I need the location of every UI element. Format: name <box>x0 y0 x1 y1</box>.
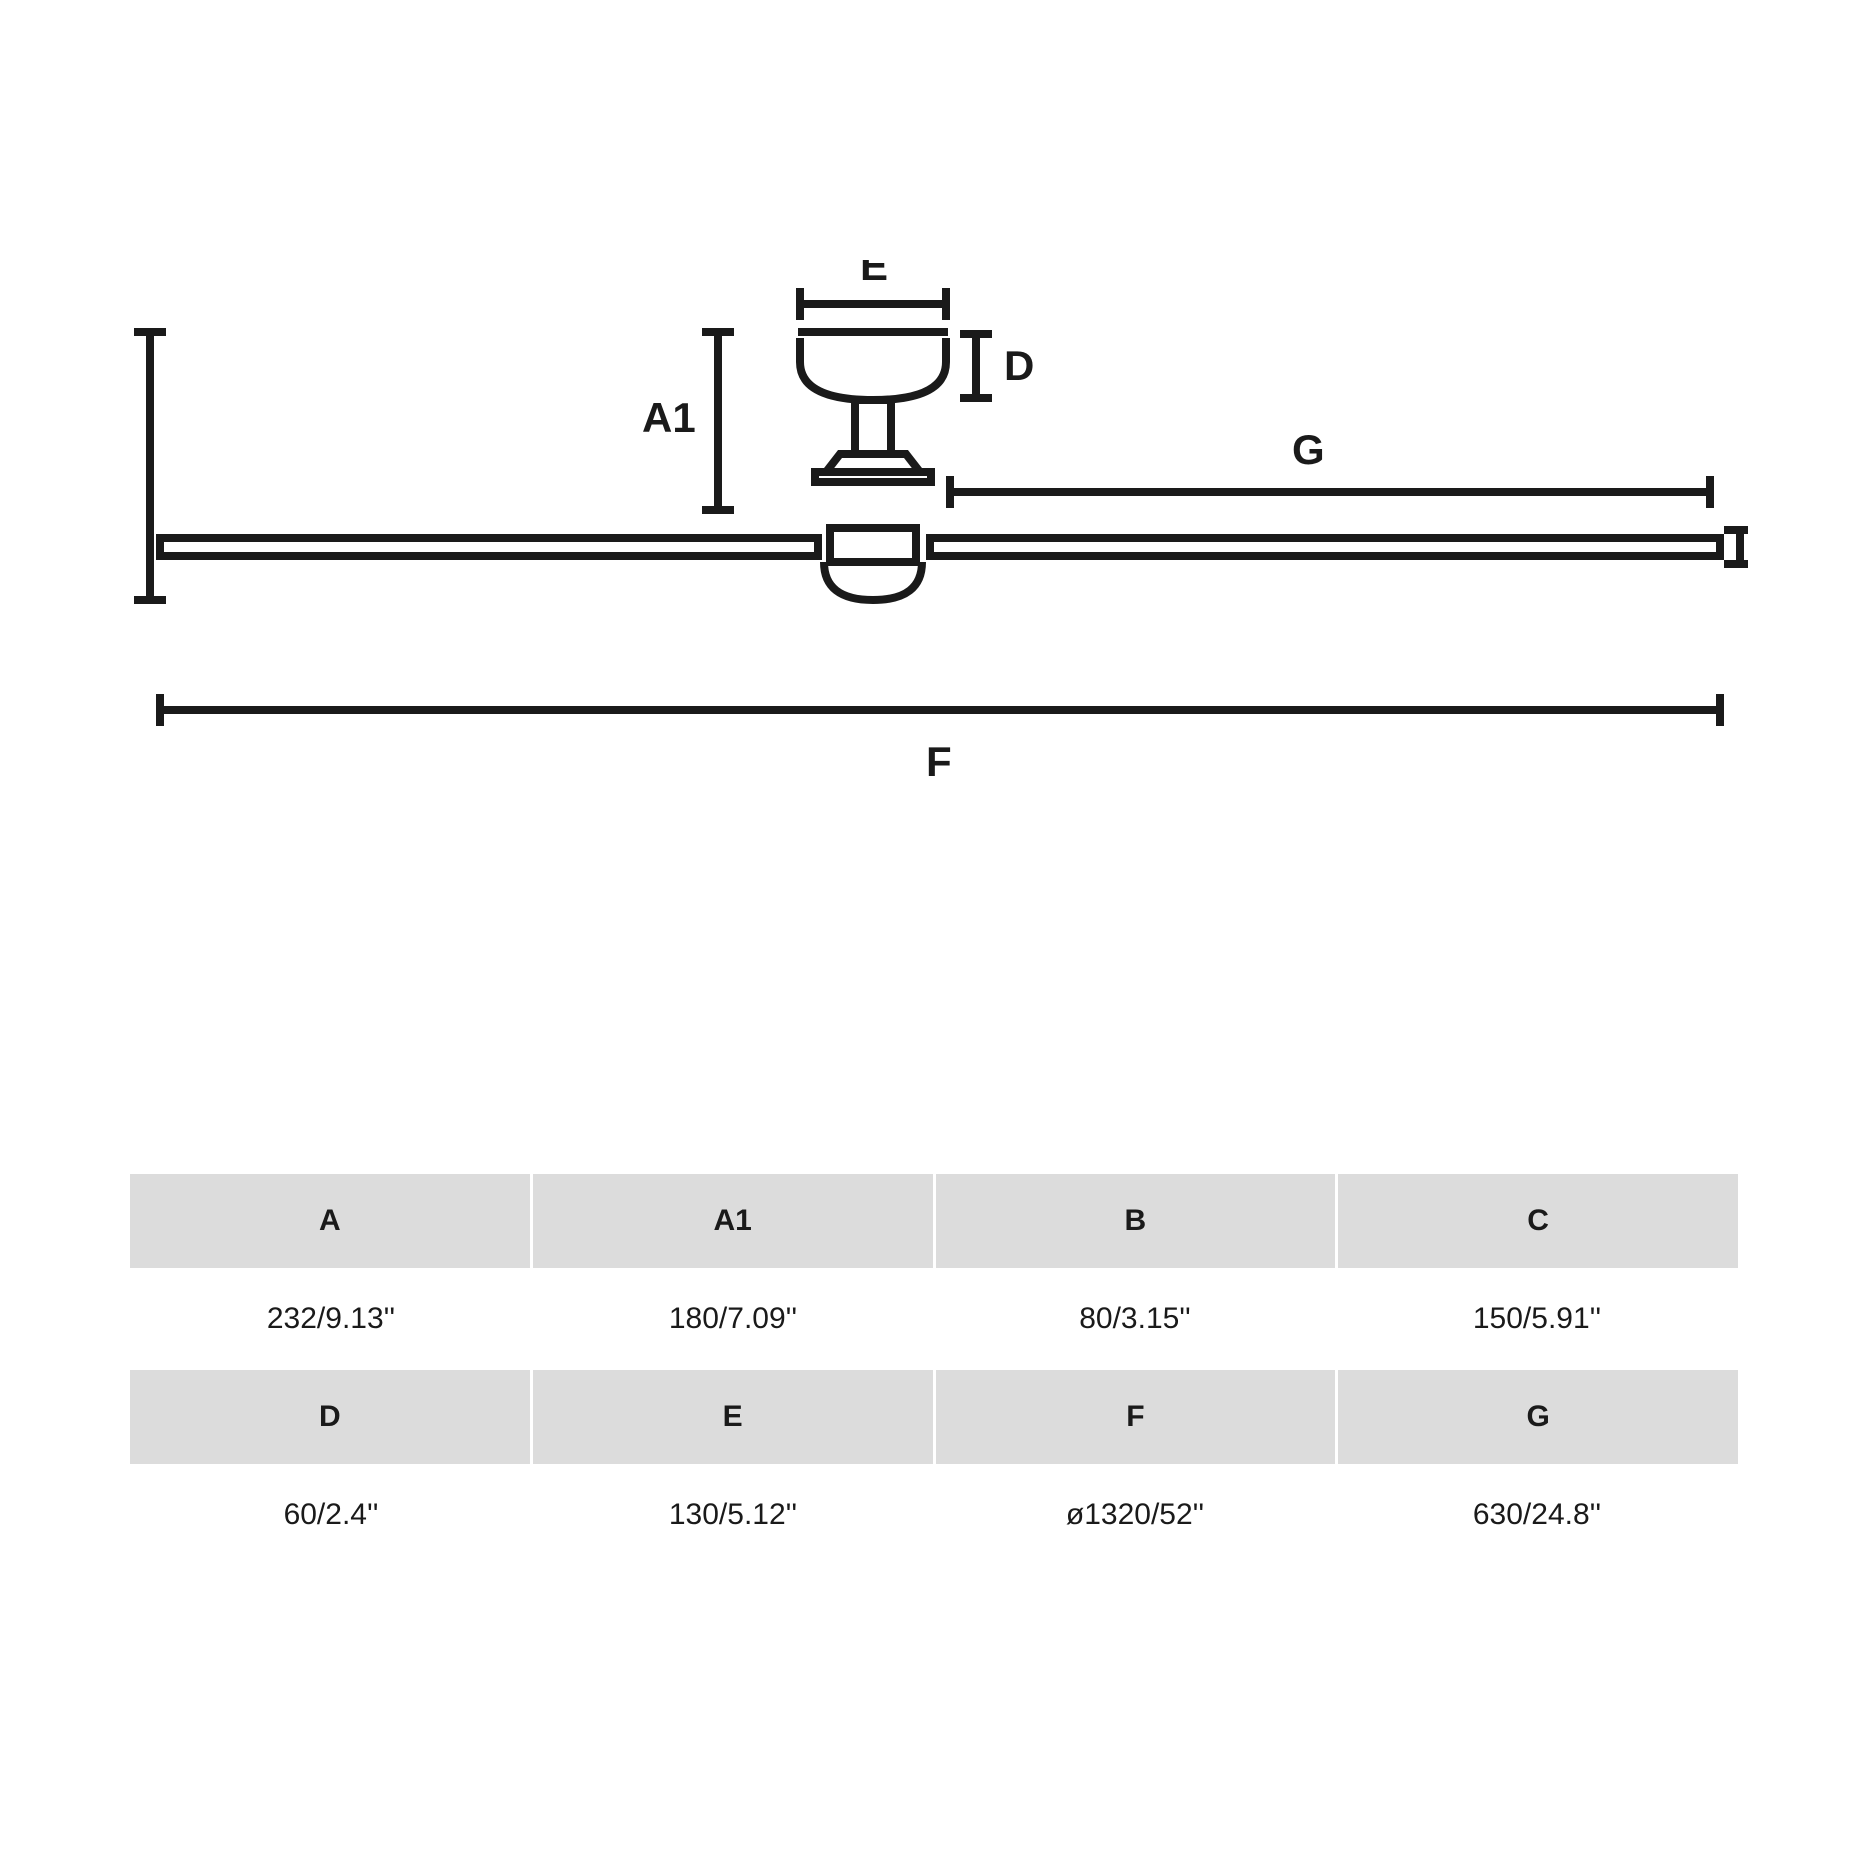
table-value-cell: 60/2.4'' <box>130 1464 532 1566</box>
table-value-cell: ø1320/52'' <box>934 1464 1336 1566</box>
dim-label-d: D <box>1004 342 1034 389</box>
table-value-row-2: 60/2.4'' 130/5.12'' ø1320/52'' 630/24.8'… <box>130 1464 1738 1566</box>
table-value-row-1: 232/9.13'' 180/7.09'' 80/3.15'' 150/5.91… <box>130 1268 1738 1370</box>
table-value-cell: 80/3.15'' <box>934 1268 1336 1370</box>
table-header-cell: F <box>936 1370 1339 1464</box>
dimensions-table: A A1 B C 232/9.13'' 180/7.09'' 80/3.15''… <box>130 1174 1738 1566</box>
table-header-cell: A <box>130 1174 533 1268</box>
table-header-cell: E <box>533 1370 936 1464</box>
dim-label-g: G <box>1292 426 1325 473</box>
table-value-cell: 232/9.13'' <box>130 1268 532 1370</box>
dim-label-a1: A1 <box>642 394 696 441</box>
table-header-row-1: A A1 B C <box>130 1174 1738 1268</box>
table-header-cell: C <box>1338 1174 1738 1268</box>
dim-label-f: F <box>926 738 952 780</box>
table-header-cell: B <box>936 1174 1339 1268</box>
dim-label-e: E <box>860 260 888 289</box>
table-value-cell: 130/5.12'' <box>532 1464 934 1566</box>
table-value-cell: 180/7.09'' <box>532 1268 934 1370</box>
table-value-cell: 150/5.91'' <box>1336 1268 1738 1370</box>
table-header-cell: D <box>130 1370 533 1464</box>
table-value-cell: 630/24.8'' <box>1336 1464 1738 1566</box>
table-header-row-2: D E F G <box>130 1370 1738 1464</box>
fan-dimension-diagram: A A1 E D G B F <box>120 260 1748 780</box>
table-header-cell: G <box>1338 1370 1738 1464</box>
table-header-cell: A1 <box>533 1174 936 1268</box>
